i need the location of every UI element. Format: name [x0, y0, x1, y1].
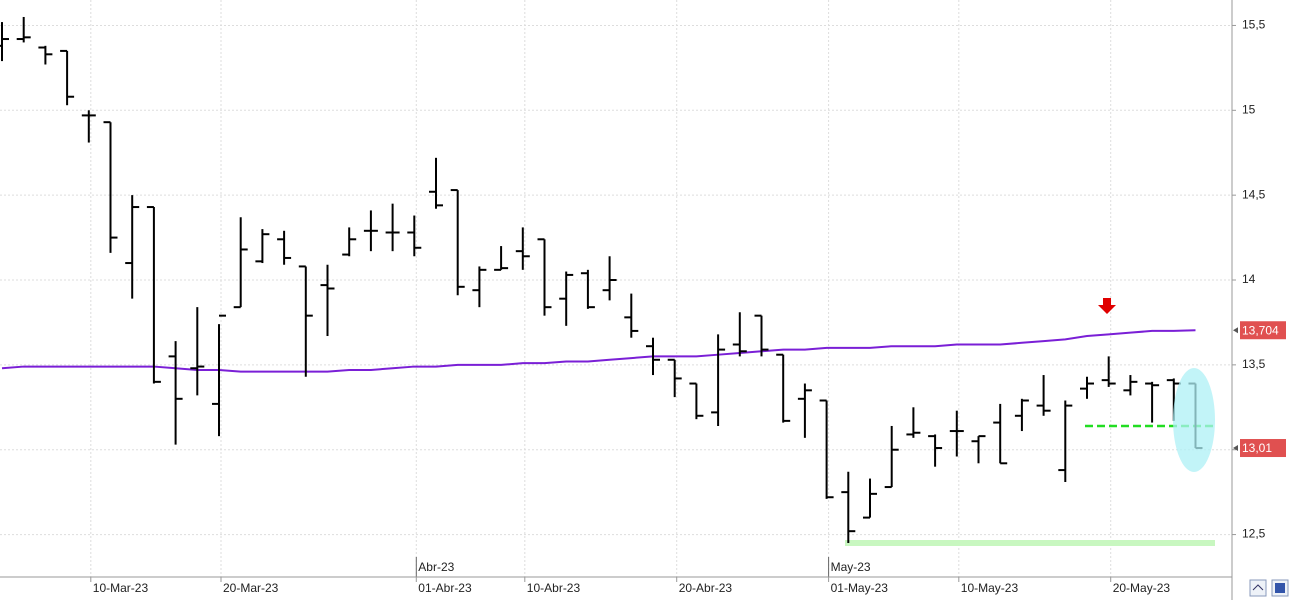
- x-tick-label: 10-May-23: [961, 581, 1019, 595]
- toolbar: [1249, 579, 1289, 597]
- x-tick-label: 20-May-23: [1113, 581, 1171, 595]
- x-tick-label: 20-Abr-23: [679, 581, 733, 595]
- price-tag: [1240, 321, 1286, 340]
- period-label: Abr-23: [418, 560, 454, 574]
- y-tick-label: 15,5: [1242, 18, 1266, 32]
- price-tag-label: 13,01: [1242, 441, 1272, 455]
- y-tick-label: 14,5: [1242, 187, 1266, 201]
- price-tag: [1240, 439, 1286, 458]
- x-tick-label: 10-Abr-23: [527, 581, 581, 595]
- price-tag-pointer: [1233, 327, 1238, 334]
- moving-average: [1, 329, 1196, 373]
- x-tick-label: 20-Mar-23: [223, 581, 279, 595]
- y-tick-label: 14: [1242, 272, 1256, 286]
- x-tick-label: 01-May-23: [831, 581, 889, 595]
- zoom-icon: [1252, 584, 1264, 591]
- x-tick-label: 10-Mar-23: [93, 581, 149, 595]
- price-tag-pointer: [1233, 445, 1238, 452]
- y-tick-label: 15: [1242, 102, 1256, 116]
- save-icon: [1275, 583, 1285, 593]
- highlight-ellipse: [1173, 368, 1215, 472]
- period-label: May-23: [831, 560, 871, 574]
- down-arrow: [1098, 298, 1116, 314]
- y-tick-label: 13,5: [1242, 357, 1266, 371]
- y-tick-label: 12,5: [1242, 527, 1266, 541]
- zoom-button[interactable]: [1249, 579, 1267, 597]
- x-tick-label: 01-Abr-23: [418, 581, 472, 595]
- price-tag-label: 13,704: [1242, 323, 1279, 337]
